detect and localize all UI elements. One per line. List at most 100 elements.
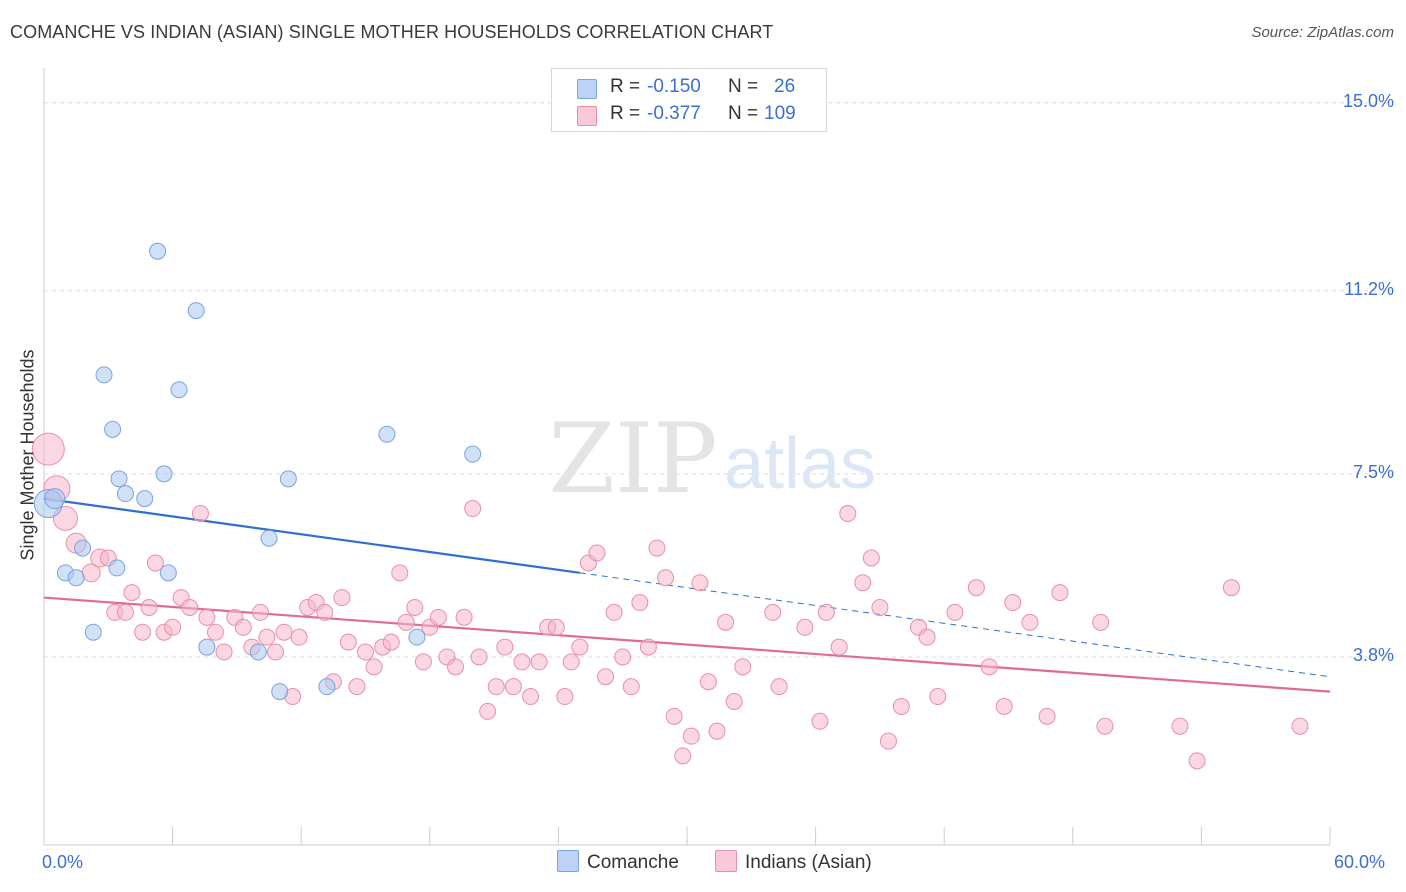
y-tick-label: 15.0% — [1342, 90, 1394, 111]
comanche-point — [149, 242, 167, 260]
indians-asian-point — [1222, 579, 1240, 597]
comanche-point — [170, 381, 188, 399]
indians-asian-point — [699, 673, 717, 691]
indians-asian-point — [251, 603, 269, 621]
indians-asian-point — [487, 678, 505, 696]
indians-asian-point — [1171, 717, 1189, 735]
gridlines — [44, 102, 1392, 658]
comanche-point — [408, 628, 426, 646]
bottom-legend-swatch-indians-asian — [715, 850, 737, 872]
watermark-zip: ZIP — [548, 403, 717, 515]
indians-asian-point — [316, 603, 334, 621]
indians-asian-point — [198, 608, 216, 626]
legend-n-value: 109 — [764, 103, 796, 124]
correlation-legend: R = -0.150 N = 26 R = -0.377 N = 109 — [551, 68, 827, 132]
indians-asian-point — [622, 678, 640, 696]
comanche-point — [110, 470, 128, 488]
indians-asian-point — [266, 643, 284, 661]
comanche-point — [67, 569, 85, 587]
indians-asian-point — [1096, 717, 1114, 735]
comanche-point — [159, 564, 177, 582]
indians-asian-point — [657, 569, 675, 587]
indians-asian-point — [588, 544, 606, 562]
legend-r-value: -0.150 — [647, 76, 701, 97]
comanche-point — [249, 643, 267, 661]
indians-asian-point — [839, 504, 857, 522]
legend-swatch-indians-asian — [577, 106, 597, 126]
x-tick-label-max: 60.0% — [1334, 852, 1386, 872]
legend-row-indians-asian: R = -0.377 N = 109 — [552, 101, 826, 127]
indians-asian-point — [140, 598, 158, 616]
watermark-atlas: atlas — [724, 424, 876, 504]
comanche-point — [187, 302, 205, 320]
indians-asian-point — [764, 603, 782, 621]
indians-asian-point — [665, 707, 683, 725]
indians-asian-point — [123, 584, 141, 602]
indians-asian-point — [339, 633, 357, 651]
indians-asian-point — [1092, 613, 1110, 631]
comanche-point — [198, 638, 216, 656]
indians-asian-point — [854, 574, 872, 592]
comanche-point — [108, 559, 126, 577]
comanche-point — [260, 529, 278, 547]
indians-asian-point — [547, 618, 565, 636]
indians-asian-point — [708, 722, 726, 740]
comanche-point — [84, 623, 102, 641]
indians-asian-point — [522, 688, 540, 706]
indians-asian-point — [862, 549, 880, 567]
indians-asian-point — [181, 598, 199, 616]
indians-asian-point — [357, 643, 374, 661]
indians-asian-point — [717, 613, 735, 631]
legend-n-label: N = — [728, 103, 759, 124]
bottom-legend-comanche: Comanche — [557, 850, 679, 874]
comanche-point — [74, 539, 92, 557]
indians-asian-point — [980, 658, 998, 676]
indians-asian-point — [1051, 584, 1069, 602]
indians-asian-point — [796, 618, 814, 636]
indians-asian-point — [134, 623, 152, 641]
indians-asian-point — [674, 747, 692, 765]
indians-asian-point — [470, 648, 488, 666]
legend-n-label: N = — [728, 76, 759, 97]
indians-asian-point — [348, 678, 366, 696]
indians-asian-point — [639, 638, 657, 656]
comanche-point — [95, 366, 113, 384]
source-label: Source: ZipAtlas.com — [1251, 24, 1394, 41]
bottom-legend-indians-asian: Indians (Asian) — [715, 850, 872, 874]
comanche-point — [279, 470, 297, 488]
indians-asian-point — [382, 633, 400, 651]
legend-r-label: R = — [610, 76, 641, 97]
indians-asian-point — [397, 613, 415, 631]
indians-asian-point — [479, 702, 497, 720]
comanche-point — [116, 485, 134, 503]
indians-asian-point — [830, 638, 848, 656]
indians-asian-point — [391, 564, 409, 582]
y-axis-label: Single Mother Households — [17, 349, 38, 561]
x-tick-label-min: 0.0% — [42, 852, 84, 872]
indians-asian-point — [556, 688, 574, 706]
indians-asian-point — [605, 603, 623, 621]
indians-asian-point — [562, 653, 580, 671]
legend-r-value: -0.377 — [647, 103, 701, 124]
indians-asian-point — [234, 618, 252, 636]
indians-asian-point — [429, 608, 447, 626]
trend-line-comanche — [43, 497, 580, 574]
indians-asian-point — [631, 594, 649, 612]
y-tick-label: 3.8% — [1352, 644, 1394, 665]
indians-asian-point — [258, 628, 276, 646]
comanche-point — [318, 678, 336, 696]
comanche-point — [155, 465, 173, 483]
indians-asian-point — [734, 658, 752, 676]
y-tick-label: 7.5% — [1352, 461, 1394, 482]
indians-asian-point — [530, 653, 548, 671]
indians-asian-point — [1291, 717, 1309, 735]
indians-asian-point — [725, 692, 743, 710]
bottom-legend-label-comanche: Comanche — [587, 852, 679, 873]
indians-asian-point — [571, 638, 589, 656]
comanche-point — [44, 488, 66, 510]
comanche-point — [104, 420, 122, 438]
trend-lines — [43, 497, 1331, 693]
indians-asian-point — [513, 653, 531, 671]
comanche-point — [378, 425, 396, 443]
